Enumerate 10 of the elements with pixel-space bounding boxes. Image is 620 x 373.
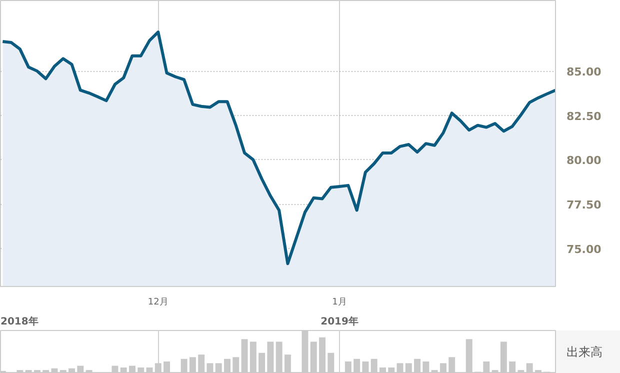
y-tick-label: 75.00 [566, 242, 602, 256]
y-tick-label: 77.50 [566, 198, 602, 212]
y-tick-label: 82.50 [566, 110, 602, 123]
y-tick-label: 80.00 [566, 154, 602, 168]
x-tick-label: 1月 [332, 298, 347, 308]
x-tick-label: 12月 [148, 298, 168, 308]
y-axis-title: 出来高 [566, 345, 602, 359]
text: 2019年 [320, 316, 358, 328]
y-tick-label: 85.00 [566, 66, 602, 79]
text: 2018年 [0, 316, 38, 328]
